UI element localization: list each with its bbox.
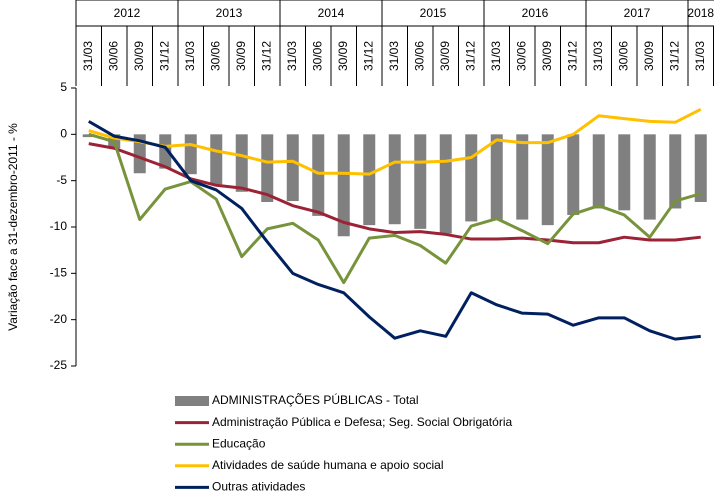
bar [312,134,325,216]
x-tick-label: 31/12 [463,41,477,71]
x-tick-label: 30/09 [642,41,656,71]
bar [439,134,452,234]
x-tick-label: 31/03 [183,41,197,71]
x-tick-label: 31/03 [489,41,503,71]
y-axis-label: Variação face a 31-dezembro-2011 - % [6,123,20,331]
legend-label: Educação [212,436,266,450]
y-tick-label: -10 [50,219,68,233]
y-tick-label: -15 [50,266,68,280]
x-tick-label: 30/06 [310,41,324,71]
bar [694,134,707,202]
bar [669,134,682,209]
y-tick-label: -25 [50,358,68,372]
x-tick-label: 30/09 [132,41,146,71]
bar [261,134,274,202]
bar [159,134,172,169]
legend-label: Administração Pública e Defesa; Seg. Soc… [212,415,512,429]
x-tick-label: 31/12 [259,41,273,71]
x-tick-label: 30/09 [234,41,248,71]
x-tick-label: 31/03 [285,41,299,71]
x-tick-label: 30/06 [514,41,528,71]
x-tick-label: 31/12 [157,41,171,71]
bar [567,134,580,215]
legend-label: ADMINISTRAÇÕES PÚBLICAS - Total [212,392,419,407]
bar [133,134,146,174]
x-tick-label: 30/06 [106,41,120,71]
bar [210,134,223,185]
y-tick-label: 5 [60,80,67,94]
year-label: 2017 [624,6,651,20]
legend-label: Outras atividades [212,480,305,494]
bar [363,134,376,226]
y-tick-label: -20 [50,312,68,326]
bar [465,134,478,222]
x-tick-label: 30/09 [438,41,452,71]
bar [286,134,299,202]
bar [235,134,248,192]
bar [414,134,427,229]
line [87,120,701,341]
x-tick-label: 31/03 [693,41,707,71]
line [88,107,702,176]
x-tick-label: 30/06 [208,41,222,71]
x-tick-label: 30/09 [336,41,350,71]
bar [184,134,197,175]
bar [388,134,401,225]
year-label: 2018 [687,6,714,20]
x-tick-label: 30/06 [616,41,630,71]
year-label: 2015 [420,6,447,20]
bar [643,134,656,220]
bar [337,134,350,237]
bar [516,134,529,220]
x-tick-label: 31/03 [387,41,401,71]
x-tick-label: 30/06 [412,41,426,71]
year-label: 2016 [522,6,549,20]
x-tick-label: 30/09 [540,41,554,71]
legend-label: Atividades de saúde humana e apoio socia… [212,458,444,472]
y-tick-label: 0 [60,127,67,141]
x-tick-label: 31/12 [667,41,681,71]
year-label: 2014 [318,6,345,20]
legend-swatch [175,396,209,406]
x-tick-label: 31/12 [361,41,375,71]
y-tick-label: -5 [56,173,67,187]
bar [541,134,554,226]
bar [490,134,503,220]
x-tick-label: 31/03 [591,41,605,71]
bar [592,134,605,209]
bar [618,134,631,211]
year-label: 2013 [216,6,243,20]
x-tick-label: 31/03 [81,41,95,71]
year-label: 2012 [114,6,141,20]
x-tick-label: 31/12 [565,41,579,71]
